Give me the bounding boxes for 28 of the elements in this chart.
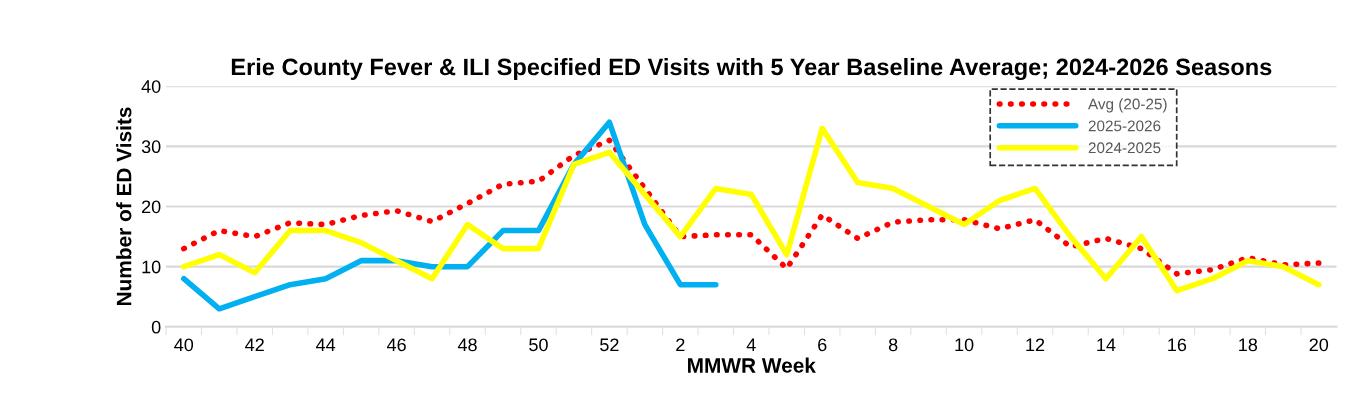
x-tick-label: 14 bbox=[1097, 338, 1116, 352]
x-tick-label: 44 bbox=[316, 338, 336, 352]
legend-label: 2024-2025 bbox=[1088, 142, 1161, 154]
y-tick-label: 10 bbox=[142, 260, 161, 274]
x-tick-label: 4 bbox=[746, 338, 756, 352]
x-tick-label: 40 bbox=[174, 338, 194, 352]
x-tick-label: 6 bbox=[818, 338, 827, 352]
x-tick-label: 12 bbox=[1026, 338, 1045, 352]
x-tick-label: 8 bbox=[888, 338, 898, 352]
x-tick-label: 10 bbox=[955, 338, 974, 352]
x-tick-label: 46 bbox=[386, 338, 406, 352]
x-tick-label: 2 bbox=[676, 338, 685, 352]
legend-label: Avg (20-25) bbox=[1088, 98, 1167, 113]
y-tick-label: 20 bbox=[142, 200, 161, 214]
x-axis-title: MMWR Week bbox=[688, 357, 816, 373]
x-tick-label: 42 bbox=[245, 338, 264, 352]
y-tick-label: 40 bbox=[141, 80, 161, 93]
legend-label: 2025-2026 bbox=[1088, 120, 1161, 132]
y-tick-label: 30 bbox=[141, 140, 161, 154]
x-tick-label: 18 bbox=[1239, 338, 1258, 352]
y-axis-title: Number of ED Visits bbox=[116, 107, 132, 306]
x-tick-label: 50 bbox=[529, 338, 548, 352]
x-tick-label: 52 bbox=[600, 338, 619, 352]
y-tick-label: 0 bbox=[151, 320, 161, 334]
x-tick-label: 16 bbox=[1168, 338, 1187, 352]
x-tick-label: 48 bbox=[457, 338, 477, 352]
chart-title: Erie County Fever & ILI Specified ED Visits with 5 Year Baseline Average; 2024-2026 Seasons bbox=[231, 57, 1272, 81]
x-tick-label: 20 bbox=[1309, 338, 1329, 352]
